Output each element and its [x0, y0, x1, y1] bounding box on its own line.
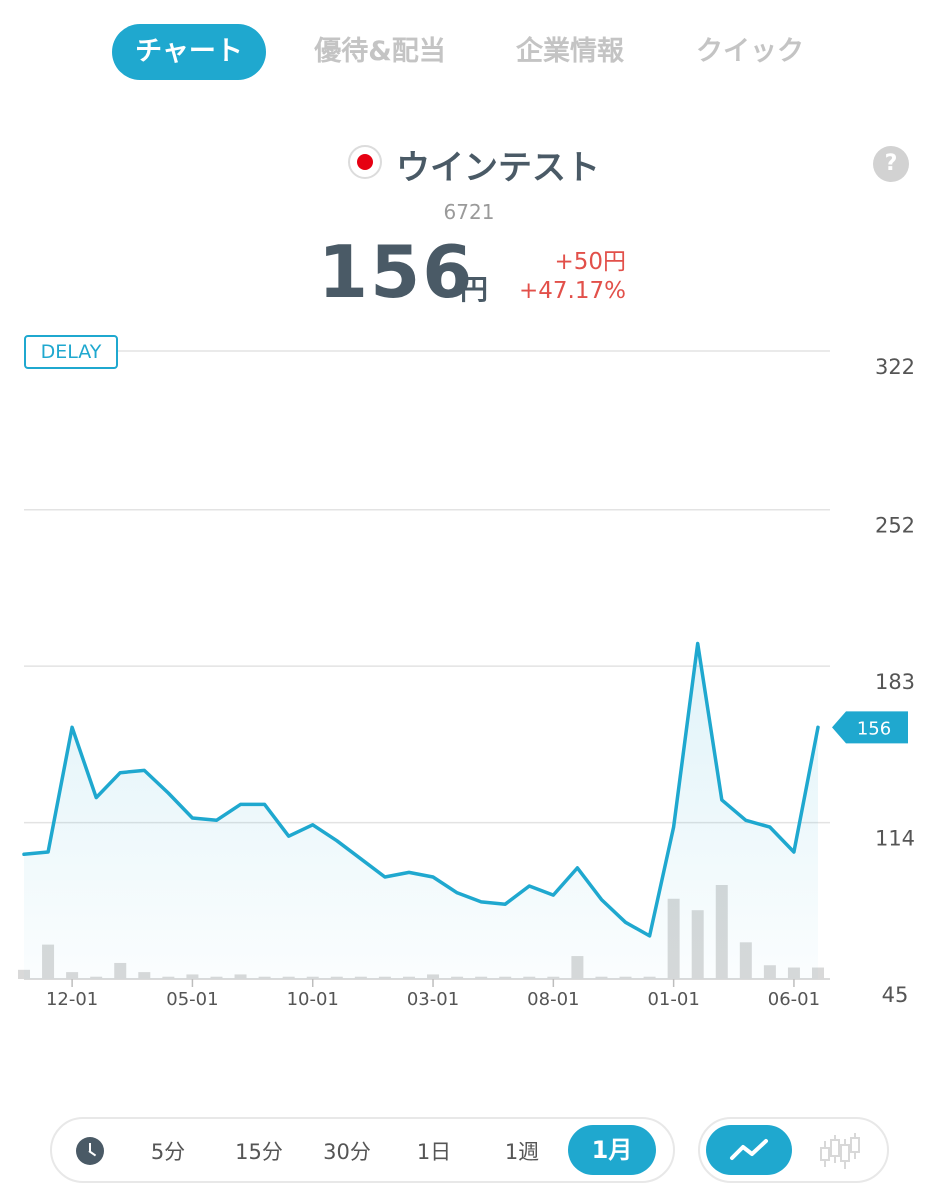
current-price-marker — [832, 711, 908, 744]
help-icon[interactable]: ? — [873, 146, 909, 182]
stock-code: 6721 — [443, 200, 495, 224]
range-30min[interactable]: 30分 — [323, 1140, 371, 1164]
y-tick-label: 322 — [875, 355, 915, 379]
y-tick-label: 183 — [875, 670, 915, 694]
x-tick-label: 01-01 — [647, 989, 699, 1010]
tab-chart[interactable]: チャート — [112, 24, 266, 80]
range-1month[interactable]: 1月 — [568, 1125, 656, 1175]
x-tick-label: 06-01 — [768, 989, 820, 1010]
price-unit: 円 — [460, 273, 489, 306]
x-tick-label: 03-01 — [407, 989, 459, 1010]
price-chart: 322 252 183 114 45 12-01 05-01 10-01 03-01 08-01… — [18, 350, 915, 1010]
current-price-marker-label: 156 — [857, 718, 891, 739]
line-chart-button[interactable] — [706, 1125, 792, 1175]
range-1day[interactable]: 1日 — [416, 1140, 452, 1164]
line-chart-icon — [730, 1139, 768, 1160]
candlestick-chart-button[interactable] — [818, 1129, 862, 1173]
delay-badge: DELAY — [24, 335, 118, 369]
x-tick-label: 10-01 — [287, 989, 339, 1010]
range-5min[interactable]: 5分 — [150, 1140, 186, 1164]
tab-company-info[interactable]: 企業情報 — [516, 36, 624, 67]
top-tabs: チャート 優待&配当 企業情報 クイック — [0, 24, 938, 80]
range-15min[interactable]: 15分 — [235, 1140, 283, 1164]
range-1week[interactable]: 1週 — [504, 1140, 540, 1164]
price-area — [24, 643, 818, 979]
current-price: 156 — [318, 230, 475, 314]
price-change-absolute: +50円 — [554, 249, 626, 275]
tab-benefits-dividends[interactable]: 優待&配当 — [314, 36, 446, 67]
range-selector: 5分 15分 30分 1日 1週 1月 — [50, 1117, 675, 1183]
clock-icon — [76, 1137, 104, 1165]
y-tick-label: 114 — [875, 827, 915, 851]
y-tick-label: 252 — [875, 514, 915, 538]
tab-quick[interactable]: クイック — [696, 36, 804, 67]
price-change-percent: +47.17% — [519, 278, 626, 304]
x-tick-label: 12-01 — [46, 989, 98, 1010]
chart-type-selector — [698, 1117, 889, 1183]
japan-flag-icon — [348, 145, 382, 179]
y-tick-label: 45 — [882, 983, 909, 1007]
x-tick-label: 05-01 — [166, 989, 218, 1010]
x-tick-label: 08-01 — [527, 989, 579, 1010]
price-line — [22, 641, 820, 938]
stock-name: ウインテスト — [396, 148, 600, 188]
candlestick-chart-icon — [820, 1133, 860, 1169]
